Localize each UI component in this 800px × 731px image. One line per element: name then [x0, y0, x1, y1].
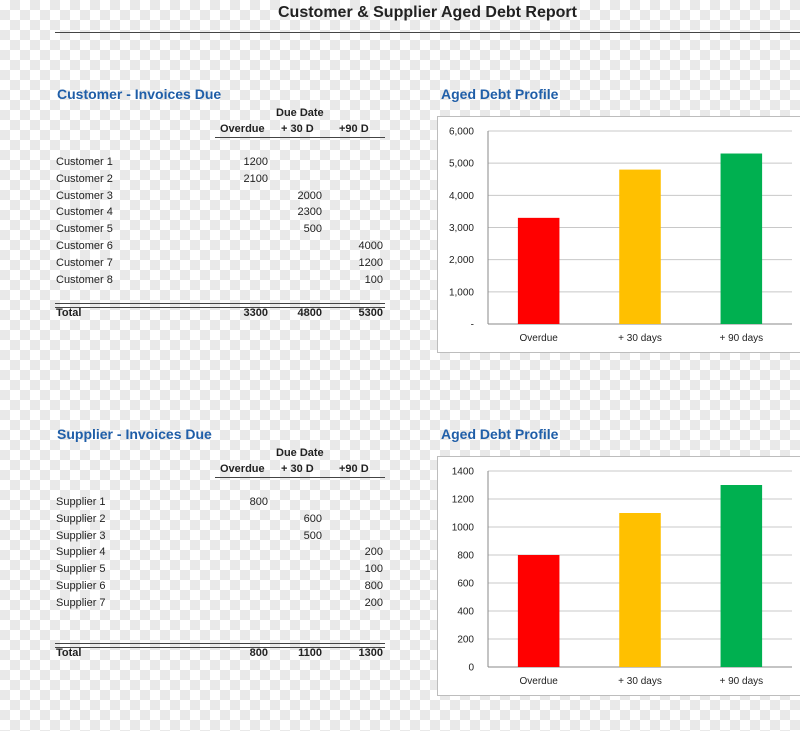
customer-chart-title: Aged Debt Profile	[441, 86, 559, 102]
customer-col-30d: + 30 D	[281, 123, 314, 135]
customer-col-90d: +90 D	[339, 123, 369, 135]
supplier-chart-y-tick-label: 1000	[452, 523, 475, 534]
customer-col-overdue: Overdue	[220, 123, 265, 135]
customer-chart-x-tick-label: + 30 days	[618, 333, 662, 344]
supplier-row-value: 200	[364, 596, 383, 609]
supplier-row-label: Supplier 7	[56, 596, 106, 609]
customer-row-label: Customer 3	[56, 189, 113, 202]
supplier-chart-bar	[517, 555, 560, 667]
supplier-row-label: Supplier 1	[56, 496, 106, 508]
supplier-total-rule	[55, 643, 385, 648]
customer-chart-svg: - 1,000 2,000 3,000 4,000 5,000 6,000 Overdue + …	[449, 127, 792, 344]
supplier-chart-y-tick-label: 1200	[452, 495, 475, 506]
supplier-chart-x-tick-label: Overdue	[519, 676, 558, 687]
supplier-total-90d: 1300	[358, 647, 383, 659]
supplier-row-value: 600	[303, 512, 322, 525]
supplier-chart-y-tick-label: 800	[457, 551, 474, 562]
supplier-row-label: Supplier 6	[56, 580, 106, 592]
customer-section-title: Customer - Invoices Due	[57, 86, 222, 102]
supplier-row-value: 500	[303, 529, 322, 542]
supplier-row-label: Supplier 4	[56, 546, 106, 559]
customer-chart-x-tick-label: Overdue	[519, 333, 558, 344]
supplier-row-value: 100	[364, 563, 383, 576]
customer-row-label: Customer 8	[56, 273, 113, 286]
customer-total-overdue: 3300	[243, 307, 268, 319]
supplier-col-30d: + 30 D	[281, 463, 314, 475]
supplier-row-value: 200	[364, 546, 383, 559]
customer-chart-y-tick-label: 2,000	[449, 255, 474, 266]
supplier-chart-bar	[720, 485, 763, 667]
supplier-chart-y-tick-label: 0	[468, 663, 474, 674]
supplier-total-label: Total	[56, 647, 82, 659]
supplier-col-overdue: Overdue	[220, 463, 265, 475]
supplier-total-30d: 1100	[298, 647, 322, 659]
customer-row-value: 2000	[297, 189, 322, 202]
supplier-col-90d: +90 D	[339, 463, 369, 475]
customer-row-label: Customer 2	[56, 172, 113, 185]
supplier-aged-debt-chart: 0 200 400 600 800 1000 1200 1400 Overdue + 30 day…	[437, 456, 800, 696]
supplier-row-label: Supplier 5	[56, 563, 106, 576]
supplier-header-rule	[215, 477, 385, 478]
customer-chart-y-tick-label: 5,000	[449, 159, 474, 170]
supplier-chart-y-tick-label: 400	[457, 607, 474, 618]
customer-total-rule	[55, 303, 385, 308]
title-divider	[55, 32, 800, 33]
customer-row-label: Customer 4	[56, 206, 113, 219]
customer-due-date-header: Due Date	[276, 107, 324, 119]
supplier-total-overdue: 800	[249, 647, 268, 659]
customer-chart-y-tick-label: 6,000	[449, 127, 474, 138]
supplier-chart-bar	[619, 513, 661, 667]
supplier-chart-title: Aged Debt Profile	[441, 426, 559, 442]
supplier-chart-x-tick-label: + 30 days	[618, 676, 662, 687]
supplier-chart-x-tick-label: + 90 days	[720, 676, 764, 687]
customer-row-value: 1200	[358, 256, 383, 269]
supplier-chart-y-tick-label: 200	[457, 635, 474, 646]
customer-chart-bar	[619, 169, 661, 324]
customer-row-value: 100	[364, 273, 383, 286]
customer-total-30d: 4800	[297, 307, 322, 319]
customer-chart-y-tick-label: 1,000	[449, 287, 474, 298]
supplier-row-label: Supplier 2	[56, 512, 106, 525]
customer-aged-debt-chart: - 1,000 2,000 3,000 4,000 5,000 6,000 Overdue + …	[437, 116, 800, 353]
customer-total-label: Total	[56, 307, 82, 319]
customer-chart-bar	[517, 217, 560, 324]
customer-header-rule	[215, 137, 385, 138]
customer-row-label: Customer 5	[56, 223, 113, 236]
supplier-row-label: Supplier 3	[56, 529, 106, 542]
supplier-chart-svg: 0 200 400 600 800 1000 1200 1400 Overdue + 30 day…	[452, 467, 792, 687]
customer-total-90d: 5300	[358, 307, 383, 319]
supplier-row-value: 800	[249, 496, 268, 508]
customer-row-label: Customer 6	[56, 240, 113, 252]
customer-row-value: 2100	[243, 172, 268, 185]
supplier-row-value: 800	[364, 580, 383, 592]
customer-row-value: 500	[303, 223, 322, 236]
supplier-chart-y-tick-label: 600	[457, 579, 474, 590]
supplier-section-title: Supplier - Invoices Due	[57, 426, 212, 442]
customer-row-label: Customer 1	[56, 156, 113, 168]
customer-chart-y-tick-label: 4,000	[449, 191, 474, 202]
customer-row-value: 4000	[358, 240, 383, 252]
customer-chart-y-tick-label: 3,000	[449, 223, 474, 234]
customer-chart-bar	[720, 153, 763, 324]
report-title: Customer & Supplier Aged Debt Report	[278, 4, 577, 21]
customer-chart-x-tick-label: + 90 days	[720, 333, 764, 344]
customer-row-value: 2300	[297, 206, 322, 219]
customer-row-label: Customer 7	[56, 256, 113, 269]
customer-row-value: 1200	[243, 156, 268, 168]
customer-chart-y-tick-label: -	[471, 320, 474, 331]
supplier-due-date-header: Due Date	[276, 447, 324, 459]
supplier-chart-y-tick-label: 1400	[452, 467, 475, 478]
